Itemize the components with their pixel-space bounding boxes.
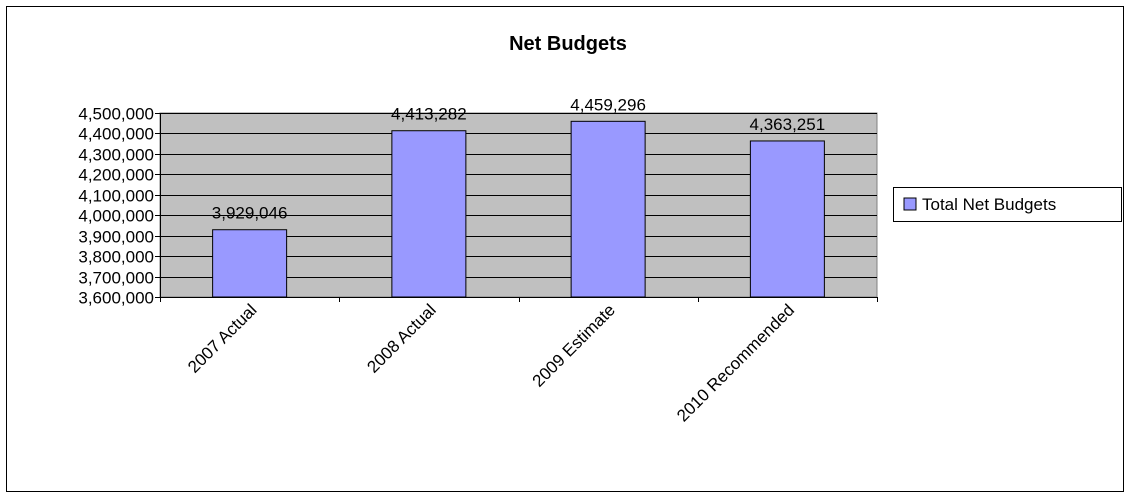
legend-label: Total Net Budgets xyxy=(922,195,1056,214)
y-tick-label: 4,300,000 xyxy=(78,146,154,165)
legend-box xyxy=(893,187,1122,222)
chart-title: Net Budgets xyxy=(509,33,627,55)
bar xyxy=(749,140,825,298)
data-label: 4,413,282 xyxy=(391,105,467,124)
bars xyxy=(212,120,825,298)
legend: Total Net Budgets xyxy=(893,187,1122,222)
y-tick-label: 4,100,000 xyxy=(78,187,154,206)
bar xyxy=(570,120,646,298)
bar xyxy=(391,130,467,298)
bar xyxy=(212,229,288,298)
y-tick-label: 3,600,000 xyxy=(78,289,154,308)
y-tick-label: 4,200,000 xyxy=(78,166,154,185)
data-label: 3,929,046 xyxy=(212,204,288,223)
y-tick-label: 4,500,000 xyxy=(78,105,154,124)
data-label: 4,363,251 xyxy=(750,115,826,134)
y-tick-label: 4,000,000 xyxy=(78,207,154,226)
data-label: 4,459,296 xyxy=(570,95,646,114)
legend-swatch xyxy=(903,197,917,211)
y-tick-label: 3,700,000 xyxy=(78,269,154,288)
data-labels: 3,929,046 4,413,282 4,459,296 4,363,251 xyxy=(212,95,825,222)
y-tick-label: 3,900,000 xyxy=(78,228,154,247)
y-tick-label: 3,800,000 xyxy=(78,248,154,267)
y-tick-label: 4,400,000 xyxy=(78,125,154,144)
